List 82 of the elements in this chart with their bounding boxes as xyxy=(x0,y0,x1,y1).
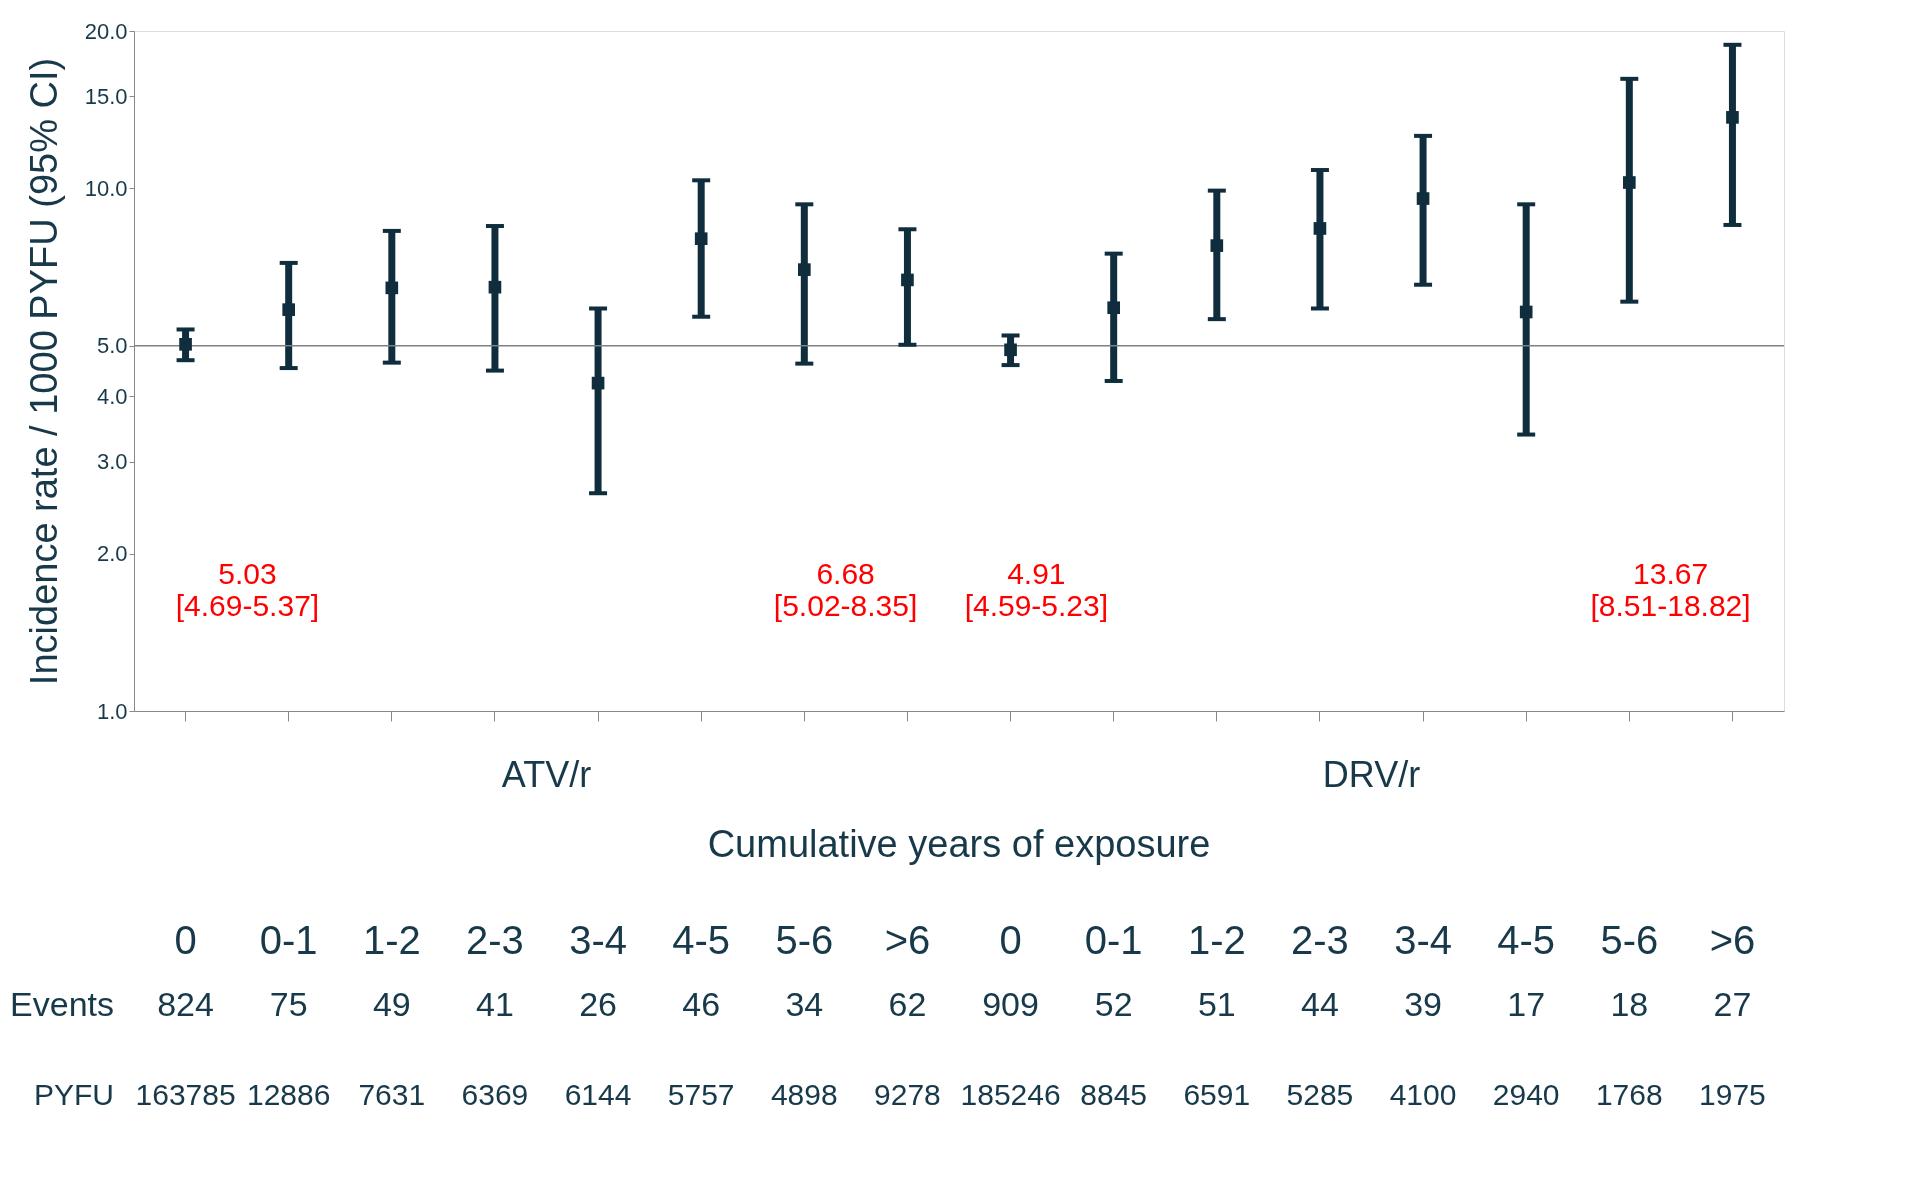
point xyxy=(1416,192,1430,205)
point xyxy=(1004,343,1017,357)
text: 4898 xyxy=(770,1078,838,1111)
point xyxy=(1519,305,1533,319)
annotation: 6.68 [5.02-8.35] xyxy=(773,557,918,622)
text: DRV/r xyxy=(1322,754,1421,795)
x-tick-label: 2-3 xyxy=(1291,917,1349,962)
text: 185246 xyxy=(960,1078,1061,1111)
annotation: 13.67 [8.51-18.82] xyxy=(1590,557,1751,622)
text: 5757 xyxy=(667,1078,735,1111)
text: 7631 xyxy=(358,1078,426,1111)
x-tick-label: 5-6 xyxy=(775,917,834,962)
text: 163785 xyxy=(135,1078,236,1111)
text: 34 xyxy=(785,985,824,1023)
y-tick-label: 20.0 xyxy=(84,18,128,44)
text: 2940 xyxy=(1492,1078,1560,1111)
text: 909 xyxy=(982,985,1039,1023)
text: 4100 xyxy=(1389,1078,1457,1111)
y-axis-title: Incidence rate / 1000 PYFU (95% CI) xyxy=(22,57,65,686)
text: PYFU xyxy=(33,1078,114,1111)
text: 49 xyxy=(372,985,411,1023)
y-tick-label: 2.0 xyxy=(96,541,128,567)
text: 75 xyxy=(269,985,308,1023)
point xyxy=(1210,239,1224,252)
text: 8845 xyxy=(1080,1078,1148,1111)
text: 52 xyxy=(1094,985,1133,1023)
x-tick-label: 3-4 xyxy=(569,917,627,962)
x-tick-label: 0 xyxy=(999,917,1022,962)
point xyxy=(1313,222,1327,235)
annotation: 5.03 [4.69-5.37] xyxy=(175,557,320,622)
text: Events xyxy=(10,985,114,1023)
point xyxy=(694,232,708,246)
text: 26 xyxy=(579,985,617,1023)
text: 44 xyxy=(1301,985,1339,1023)
x-tick-label: 0 xyxy=(174,917,197,962)
x-tick-label: 2-3 xyxy=(466,917,524,962)
text: 1975 xyxy=(1699,1078,1766,1111)
text: 18 xyxy=(1610,985,1649,1023)
text: 27 xyxy=(1713,985,1752,1023)
point xyxy=(179,337,192,351)
text: 6369 xyxy=(461,1078,529,1111)
x-tick-label: 3-4 xyxy=(1394,917,1452,962)
point xyxy=(591,376,605,390)
y-tick-label: 4.0 xyxy=(96,383,128,409)
text: 6591 xyxy=(1183,1078,1251,1111)
text: ATV/r xyxy=(501,754,592,795)
x-tick-label: 4-5 xyxy=(672,917,731,962)
text: 62 xyxy=(888,985,927,1023)
x-tick-label: 1-2 xyxy=(362,917,421,962)
text: 39 xyxy=(1404,985,1442,1023)
text: 6144 xyxy=(564,1078,632,1111)
point xyxy=(385,281,399,295)
text: 41 xyxy=(476,985,514,1023)
point xyxy=(797,263,811,276)
text: 46 xyxy=(682,985,721,1023)
text: 17 xyxy=(1507,985,1546,1023)
point xyxy=(1622,176,1636,189)
text: 9278 xyxy=(874,1078,941,1111)
x-axis-title: Cumulative years of exposure xyxy=(707,823,1211,865)
y-tick-label: 5.0 xyxy=(96,333,128,359)
point xyxy=(901,273,914,287)
x-tick-label: >6 xyxy=(884,917,931,962)
text: 51 xyxy=(1197,985,1236,1023)
text: 824 xyxy=(157,985,214,1023)
x-tick-label: 4-5 xyxy=(1497,917,1556,962)
text: 1768 xyxy=(1595,1078,1663,1111)
x-tick-label: >6 xyxy=(1709,917,1756,962)
point xyxy=(1107,301,1121,315)
point xyxy=(1726,111,1739,124)
point xyxy=(282,303,296,316)
y-tick-label: 1.0 xyxy=(96,698,128,724)
y-tick-label: 10.0 xyxy=(84,175,128,201)
annotation: 4.91 [4.59-5.23] xyxy=(964,557,1109,622)
x-tick-label: 1-2 xyxy=(1187,917,1246,962)
point xyxy=(488,280,502,294)
x-tick-label: 5-6 xyxy=(1600,917,1659,962)
text: 12886 xyxy=(246,1078,331,1111)
x-tick-label: 0-1 xyxy=(1084,917,1143,962)
y-tick-label: 15.0 xyxy=(84,83,128,109)
y-tick-label: 3.0 xyxy=(96,449,128,475)
x-tick-label: 0-1 xyxy=(259,917,318,962)
text: 5285 xyxy=(1286,1078,1354,1111)
